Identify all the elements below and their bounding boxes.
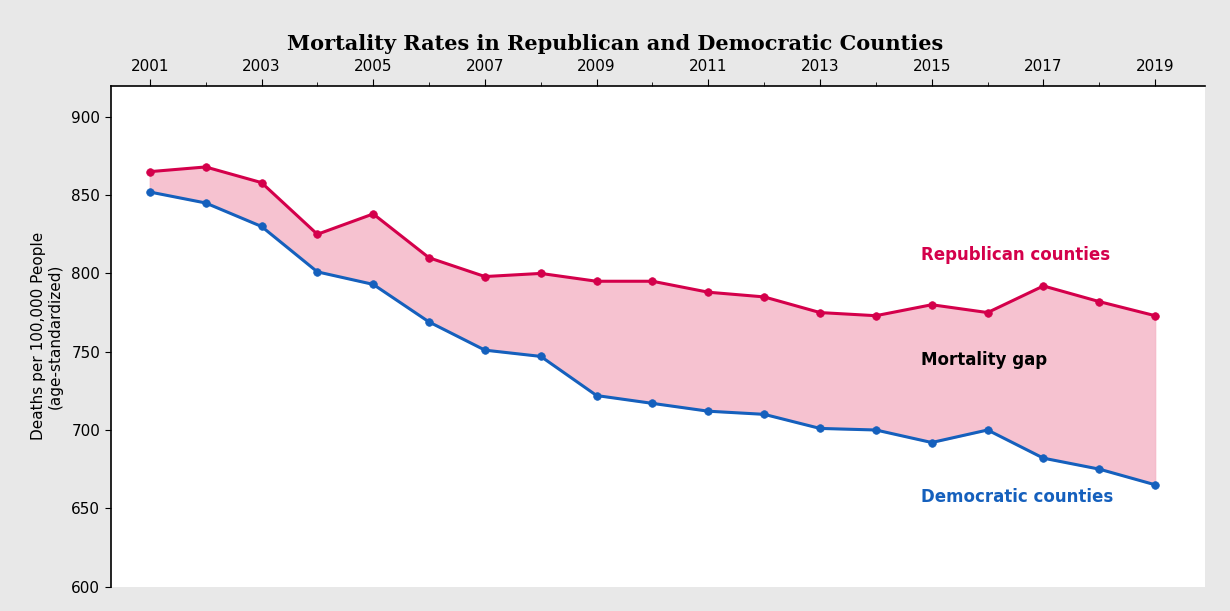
- Y-axis label: Deaths per 100,000 People
(age-standardized): Deaths per 100,000 People (age-standardi…: [31, 232, 63, 440]
- Text: Mortality gap: Mortality gap: [920, 351, 1047, 368]
- Text: Mortality Rates in Republican and Democratic Counties: Mortality Rates in Republican and Democr…: [287, 34, 943, 54]
- Text: Republican counties: Republican counties: [920, 246, 1109, 263]
- Text: Democratic counties: Democratic counties: [920, 488, 1113, 507]
